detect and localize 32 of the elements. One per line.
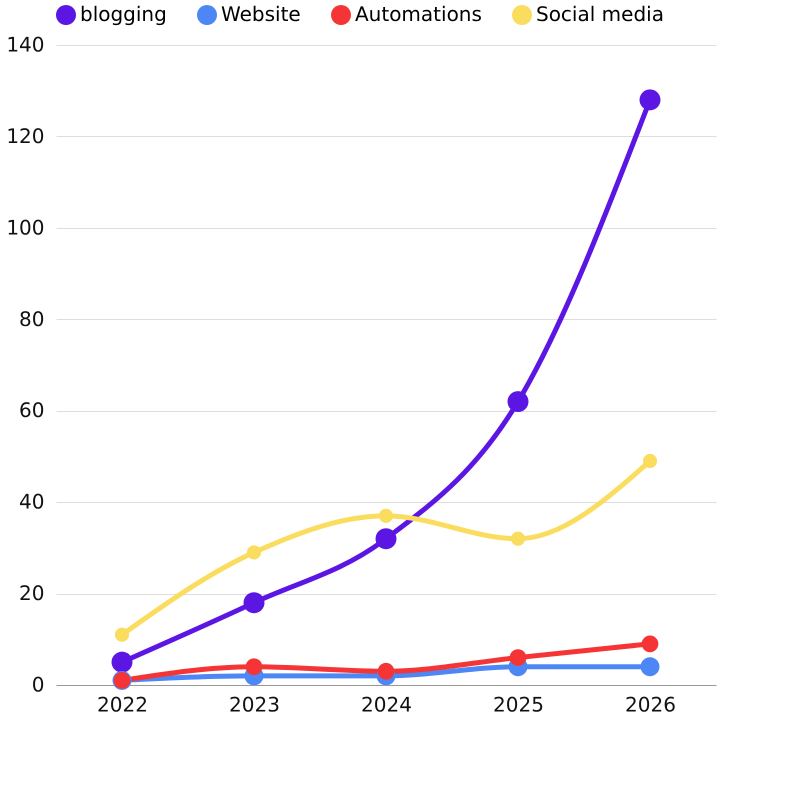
legend-label: blogging (80, 2, 167, 26)
point (510, 532, 526, 546)
y-tick-label: 80 (19, 306, 44, 331)
point (508, 391, 528, 412)
point (642, 636, 658, 652)
y-tick-label: 0 (32, 672, 44, 696)
legend-label: Social media (536, 2, 664, 26)
y-tick-label: 120 (6, 124, 44, 148)
y-tick-label: 60 (19, 398, 44, 422)
y-tick-label: 140 (6, 32, 44, 56)
point (244, 592, 264, 614)
point (378, 508, 394, 523)
x-tick-label: 2025 (493, 692, 544, 716)
legend-label: Automations (355, 2, 482, 26)
y-tick-label: 20 (19, 581, 44, 606)
y-tick-label: 40 (19, 490, 44, 514)
point (510, 649, 526, 666)
x-tick-label: 2023 (229, 692, 280, 716)
point (114, 628, 130, 642)
point (642, 454, 658, 468)
x-tick-label: 2026 (625, 692, 676, 716)
legend-label: Website (221, 2, 301, 26)
y-tick-label: 100 (6, 215, 44, 240)
point (640, 89, 660, 110)
point (376, 528, 396, 550)
x-tick-label: 2022 (97, 692, 148, 716)
point (640, 657, 660, 676)
x-tick-label: 2024 (361, 692, 412, 716)
point (112, 652, 132, 673)
point (246, 658, 262, 676)
point (246, 545, 262, 560)
point (378, 662, 394, 680)
